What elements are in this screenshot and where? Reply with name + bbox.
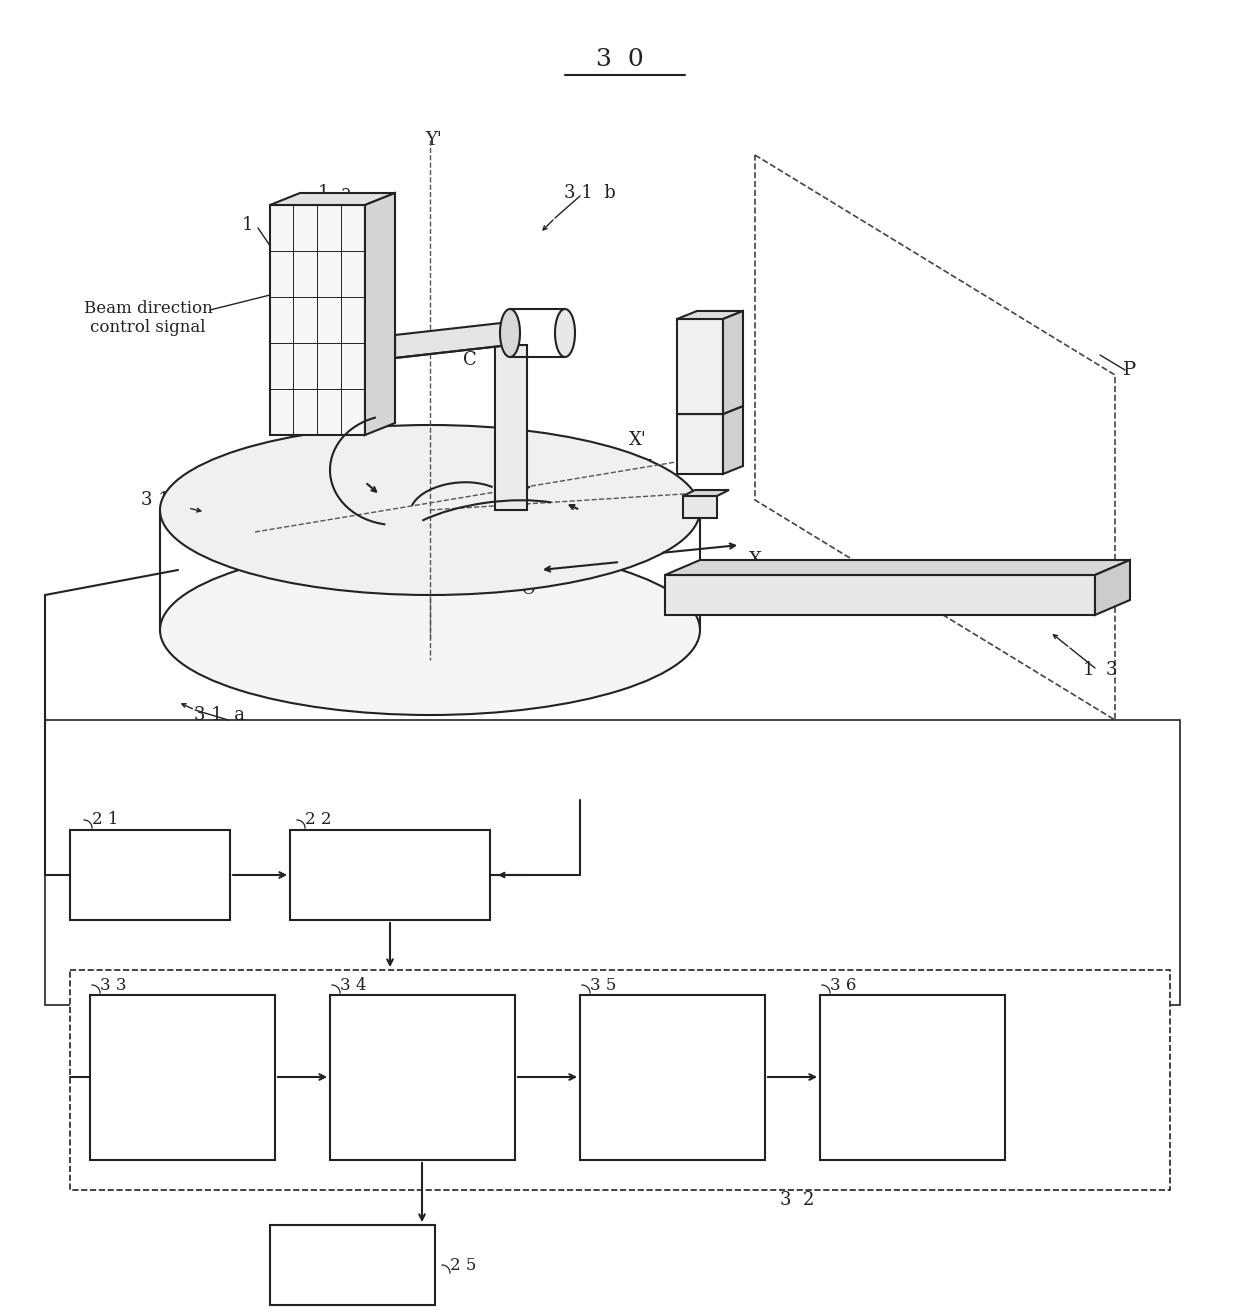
Text: Y': Y' xyxy=(425,131,443,148)
Text: 2 1: 2 1 xyxy=(92,812,119,829)
Text: 2 2: 2 2 xyxy=(305,812,331,829)
Polygon shape xyxy=(723,311,743,414)
Text: Display
unit: Display unit xyxy=(319,1246,386,1284)
Text: 3 3: 3 3 xyxy=(100,976,126,993)
Bar xyxy=(290,830,490,920)
Text: 1  a: 1 a xyxy=(319,184,352,202)
Polygon shape xyxy=(365,193,396,435)
Text: 3 1  a: 3 1 a xyxy=(195,706,246,724)
Text: Antenna
direction
change
means: Antenna direction change means xyxy=(384,1039,460,1114)
Text: Beam direction
control signal: Beam direction control signal xyxy=(83,300,212,336)
Text: 3  0: 3 0 xyxy=(596,49,644,71)
Bar xyxy=(665,576,1095,615)
Ellipse shape xyxy=(160,545,701,715)
Text: Beam
direction
detection
means: Beam direction detection means xyxy=(143,1039,222,1114)
Text: β: β xyxy=(356,420,367,439)
Text: 3 5: 3 5 xyxy=(590,976,616,993)
Text: O: O xyxy=(438,489,453,507)
Bar xyxy=(820,995,1004,1160)
Bar xyxy=(270,1225,435,1305)
Text: 3 6: 3 6 xyxy=(830,976,857,993)
Text: Signal
generator: Signal generator xyxy=(104,855,195,895)
Bar xyxy=(69,830,229,920)
Text: Directivity
correction
means: Directivity correction means xyxy=(868,1049,956,1105)
Polygon shape xyxy=(723,406,743,474)
Text: 1  2: 1 2 xyxy=(610,480,645,497)
Text: 2 5: 2 5 xyxy=(450,1256,476,1273)
Text: X: X xyxy=(749,551,761,569)
Text: 3  2: 3 2 xyxy=(780,1190,815,1209)
Bar xyxy=(683,495,717,518)
Text: 3 1: 3 1 xyxy=(140,491,170,509)
Bar xyxy=(677,319,723,414)
Polygon shape xyxy=(665,560,1130,576)
Polygon shape xyxy=(270,193,396,205)
Bar xyxy=(495,346,527,510)
Ellipse shape xyxy=(556,309,575,357)
Text: 1: 1 xyxy=(242,215,254,234)
Text: Z: Z xyxy=(639,459,651,477)
Text: P: P xyxy=(1123,361,1137,378)
Ellipse shape xyxy=(500,309,520,357)
Bar xyxy=(330,995,515,1160)
Bar xyxy=(677,414,723,474)
Polygon shape xyxy=(677,406,743,414)
Text: O: O xyxy=(521,582,534,598)
Text: 3 4: 3 4 xyxy=(340,976,367,993)
Ellipse shape xyxy=(160,424,701,595)
Text: Y: Y xyxy=(714,361,725,378)
Text: α: α xyxy=(523,562,537,581)
Text: Amplitude and
phase detector: Amplitude and phase detector xyxy=(322,855,458,895)
Bar xyxy=(270,205,365,435)
Text: 1  3: 1 3 xyxy=(1083,661,1117,679)
Text: 3 1  b: 3 1 b xyxy=(564,184,616,202)
Polygon shape xyxy=(683,490,729,495)
Bar xyxy=(45,720,1180,1005)
Polygon shape xyxy=(396,322,510,357)
Text: Virtual
directivity
calculation
means: Virtual directivity calculation means xyxy=(626,1039,718,1114)
Bar xyxy=(580,995,765,1160)
Polygon shape xyxy=(677,311,743,319)
Text: C: C xyxy=(463,351,477,369)
Text: X': X' xyxy=(629,431,647,449)
Bar xyxy=(91,995,275,1160)
Bar xyxy=(69,970,1171,1190)
Polygon shape xyxy=(1095,560,1130,615)
